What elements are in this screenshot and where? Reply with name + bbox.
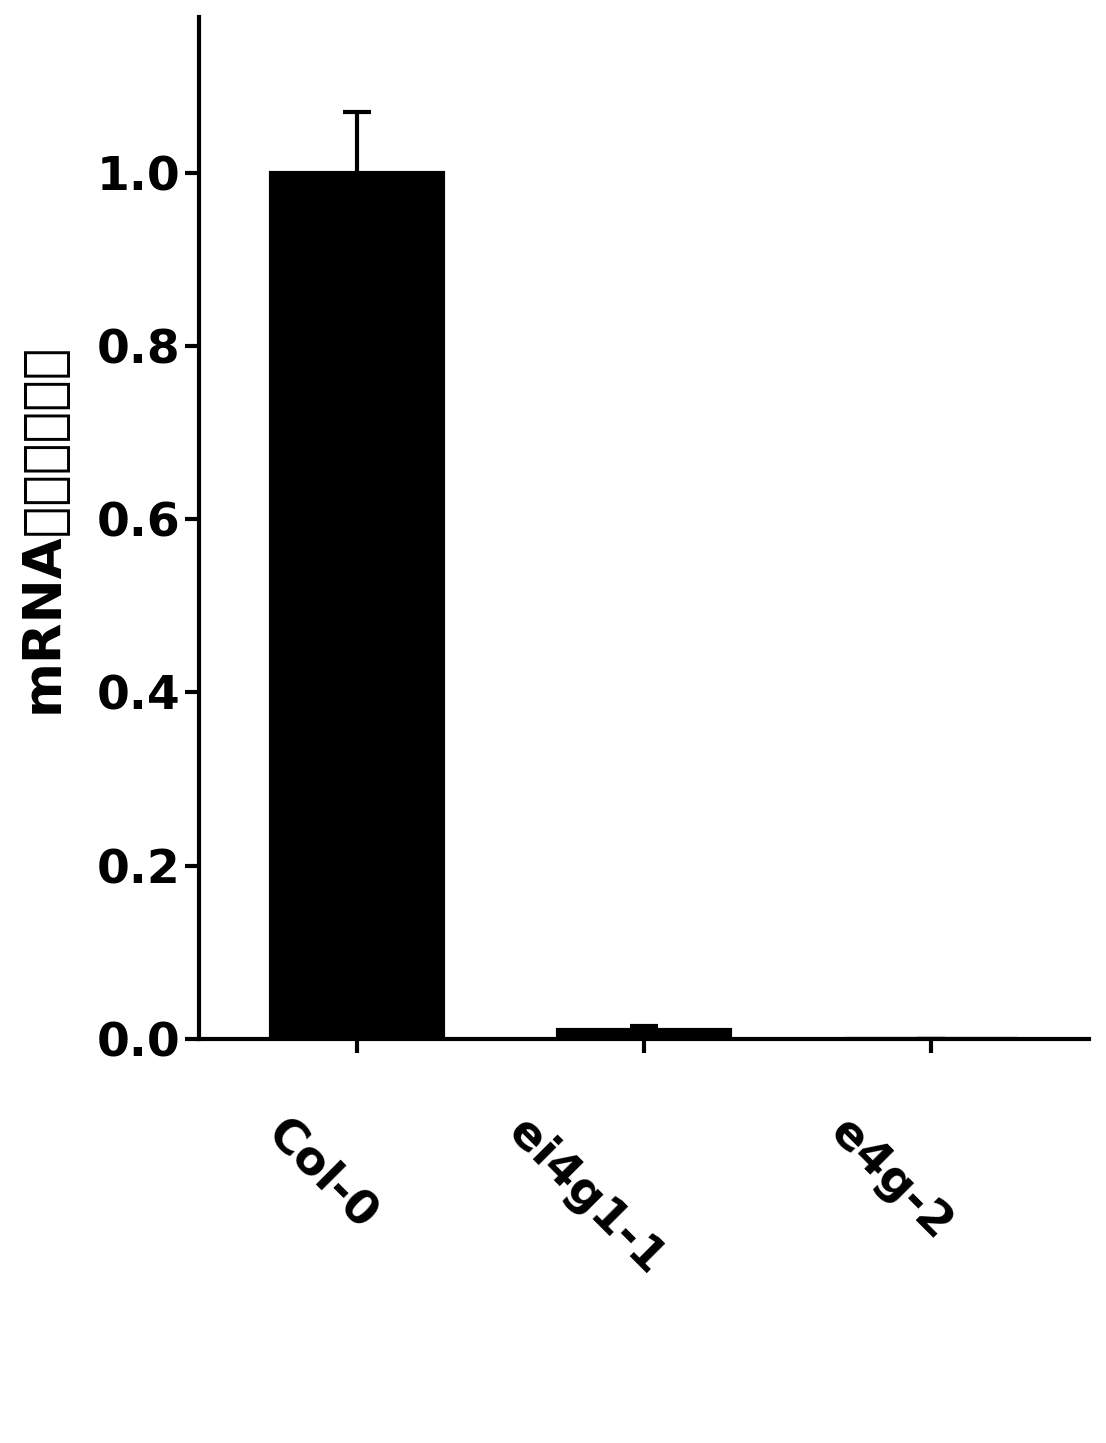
Text: Col-0: Col-0 [258, 1111, 386, 1238]
Y-axis label: mRNA相对表达水平: mRNA相对表达水平 [17, 342, 69, 713]
Bar [271, 173, 444, 1039]
Text: ei4g1-1: ei4g1-1 [500, 1111, 672, 1284]
Bar [559, 1030, 730, 1039]
Text: e4g-2: e4g-2 [822, 1111, 960, 1250]
